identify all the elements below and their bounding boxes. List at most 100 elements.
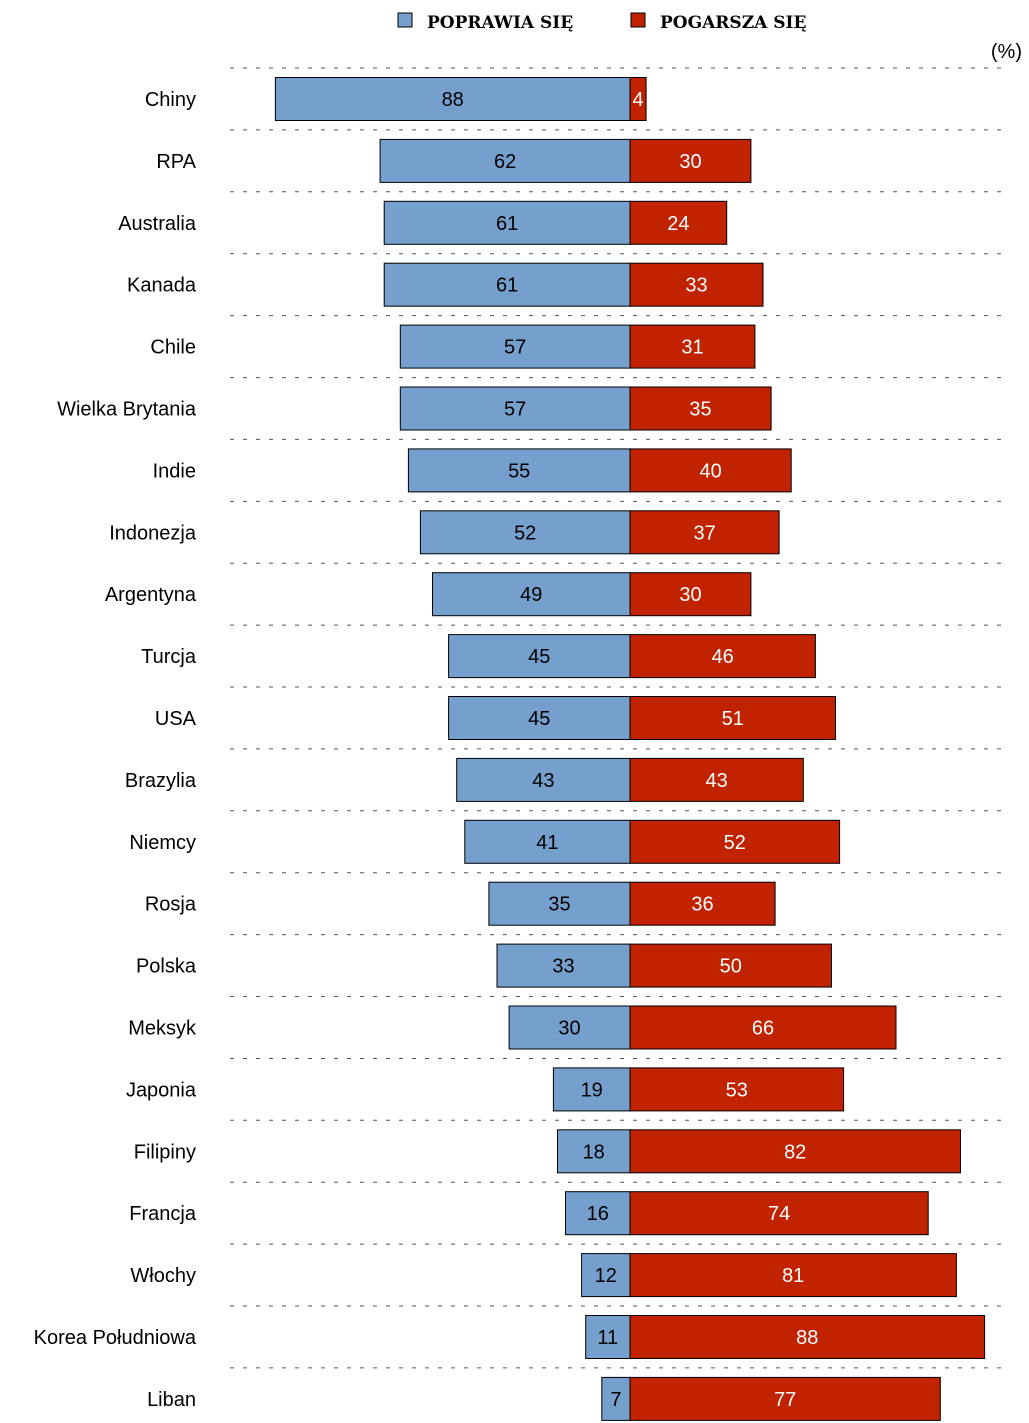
category-label: Kanada — [127, 275, 197, 297]
value-label-improving: 61 — [496, 213, 518, 235]
value-label-improving: 19 — [581, 1079, 603, 1101]
value-label-worsening: 50 — [720, 956, 742, 978]
value-label-worsening: 36 — [691, 894, 713, 916]
category-label: Indonezja — [109, 522, 197, 544]
value-label-worsening: 33 — [685, 275, 707, 297]
value-label-worsening: 40 — [699, 460, 721, 482]
value-label-worsening: 82 — [784, 1141, 806, 1163]
value-label-improving: 88 — [442, 89, 464, 111]
value-label-improving: 12 — [595, 1265, 617, 1287]
value-label-worsening: 88 — [796, 1327, 818, 1349]
value-label-improving: 61 — [496, 275, 518, 297]
bar-improving — [383, 200, 631, 245]
value-label-improving: 49 — [520, 584, 542, 606]
value-label-worsening: 30 — [679, 151, 701, 173]
category-label: Meksyk — [128, 1018, 197, 1040]
bar-worsening — [629, 448, 792, 493]
bar-worsening — [629, 386, 772, 431]
bar-worsening — [629, 200, 728, 245]
bar-improving — [448, 634, 631, 679]
bar-worsening — [629, 1067, 845, 1112]
bar-worsening — [629, 1376, 941, 1421]
bar-worsening — [629, 1191, 929, 1236]
value-label-worsening: 30 — [679, 584, 701, 606]
value-label-worsening: 43 — [705, 770, 727, 792]
category-label: Turcja — [141, 646, 197, 668]
bar-improving — [496, 943, 631, 988]
bars — [274, 77, 986, 1421]
category-label: Niemcy — [129, 832, 196, 854]
category-label: Chiny — [145, 89, 196, 111]
value-label-improving: 35 — [548, 894, 570, 916]
bar-improving — [557, 1129, 631, 1174]
value-label-improving: 55 — [508, 460, 530, 482]
category-labels: Chiny RPA Australia Kanada Chile Wielka Bryta… — [34, 89, 197, 1411]
bar-improving — [552, 1067, 631, 1112]
value-label-worsening: 35 — [689, 399, 711, 421]
bar-worsening — [629, 138, 752, 183]
category-label: Francja — [129, 1203, 197, 1225]
category-label: Brazylia — [125, 770, 197, 792]
bar-worsening — [629, 262, 764, 307]
value-label-improving: 52 — [514, 522, 536, 544]
bar-improving — [274, 77, 631, 121]
bar-worsening — [629, 634, 816, 679]
value-label-worsening: 52 — [724, 832, 746, 854]
bar-worsening — [629, 572, 752, 617]
category-label: Filipiny — [134, 1141, 196, 1163]
unit-label: (%) — [991, 41, 1022, 63]
value-label-improving: 33 — [552, 956, 574, 978]
category-label: USA — [155, 708, 197, 730]
bar-improving — [488, 881, 631, 926]
bar-improving — [407, 448, 631, 493]
bar-worsening — [629, 510, 780, 555]
value-label-worsening: 77 — [774, 1389, 796, 1411]
bar-worsening — [629, 943, 832, 988]
legend-label-worsening: POGARSZA SIĘ — [660, 13, 806, 33]
bar-worsening — [629, 881, 776, 926]
category-label: Australia — [118, 213, 197, 235]
bar-worsening — [629, 819, 841, 864]
value-label-improving: 16 — [587, 1203, 609, 1225]
bar-improving — [399, 386, 631, 431]
value-label-improving: 7 — [610, 1389, 621, 1411]
category-label: Włochy — [130, 1265, 196, 1287]
bar-improving — [464, 819, 631, 864]
value-label-improving: 45 — [528, 708, 550, 730]
bar-improving — [399, 324, 631, 369]
value-label-worsening: 46 — [712, 646, 734, 668]
value-label-improving: 45 — [528, 646, 550, 668]
value-label-worsening: 74 — [768, 1203, 790, 1225]
value-label-worsening: 31 — [681, 337, 703, 359]
bar-worsening — [629, 1005, 897, 1050]
bar-worsening — [629, 77, 647, 121]
bar-improving — [379, 138, 631, 183]
category-label: Chile — [150, 337, 196, 359]
value-label-improving: 57 — [504, 337, 526, 359]
bar-improving — [419, 510, 631, 555]
bar-worsening — [629, 1315, 986, 1359]
legend: POPRAWIA SIĘ POGARSZA SIĘ — [397, 12, 806, 33]
bar-worsening — [629, 757, 804, 802]
bar-improving — [601, 1376, 631, 1421]
value-label-worsening: 4 — [633, 89, 644, 111]
value-label-worsening: 81 — [782, 1265, 804, 1287]
value-labels: 88 4 62 30 61 24 61 33 57 31 57 35 55 40 52 37 49 30 45 46 4… — [442, 89, 819, 1411]
value-label-worsening: 53 — [726, 1079, 748, 1101]
category-label: Indie — [153, 460, 196, 482]
value-label-improving: 62 — [494, 151, 516, 173]
category-label: Korea Południowa — [34, 1327, 197, 1349]
bar-worsening — [629, 1129, 961, 1174]
value-label-improving: 57 — [504, 399, 526, 421]
gridlines — [230, 67, 1010, 1369]
value-label-worsening: 24 — [667, 213, 689, 235]
category-label: RPA — [156, 151, 196, 173]
legend-swatch-improving — [397, 12, 413, 28]
value-label-worsening: 51 — [722, 708, 744, 730]
legend-label-improving: POPRAWIA SIĘ — [427, 13, 573, 33]
value-label-improving: 18 — [583, 1141, 605, 1163]
category-label: Rosja — [145, 894, 197, 916]
bar-improving — [508, 1005, 631, 1050]
category-label: Wielka Brytania — [57, 399, 197, 421]
